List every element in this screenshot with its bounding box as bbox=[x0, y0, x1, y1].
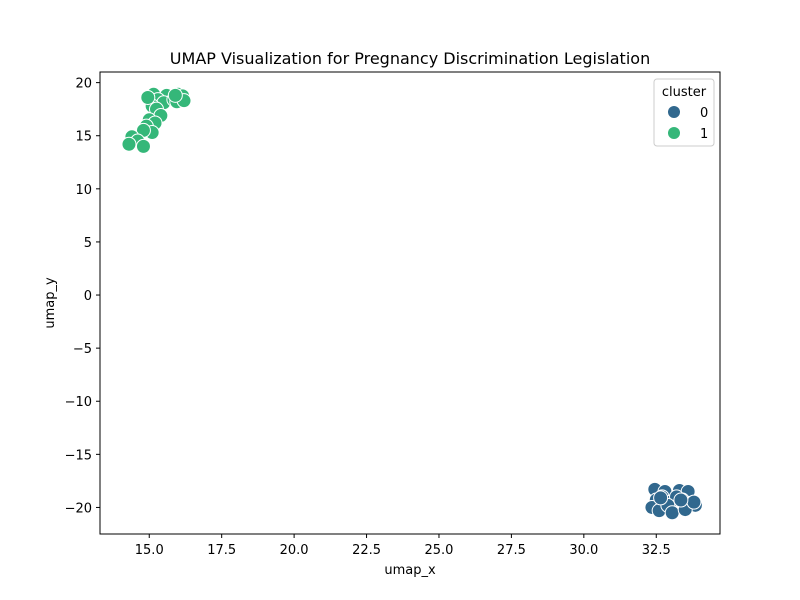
legend-title: cluster bbox=[662, 85, 707, 100]
scatter-point-cluster-0 bbox=[664, 505, 680, 521]
y-tick-label: −15 bbox=[65, 448, 92, 463]
y-axis-ticks: −20 −15 −10 −5 0 5 10 15 20 bbox=[65, 77, 100, 516]
y-tick-label: 0 bbox=[84, 289, 92, 304]
scatter-point-cluster-1 bbox=[135, 138, 151, 154]
x-tick-label: 20.0 bbox=[280, 543, 309, 558]
legend: cluster 0 1 bbox=[653, 78, 715, 147]
y-tick-label: 20 bbox=[75, 77, 92, 92]
scatter-point-cluster-0 bbox=[653, 490, 669, 506]
y-tick-label: −20 bbox=[65, 501, 92, 516]
y-tick-label: 5 bbox=[84, 236, 92, 251]
x-tick-label: 22.5 bbox=[352, 543, 381, 558]
scatter-point-cluster-1 bbox=[140, 89, 156, 105]
x-tick-label: 32.5 bbox=[642, 543, 671, 558]
y-tick-label: −10 bbox=[65, 395, 92, 410]
legend-marker-cluster-0 bbox=[668, 106, 680, 118]
x-axis-label: umap_x bbox=[384, 563, 436, 578]
x-tick-label: 25.0 bbox=[424, 543, 453, 558]
y-tick-label: 10 bbox=[75, 183, 92, 198]
scatter-point-cluster-1 bbox=[167, 87, 183, 103]
x-tick-label: 27.5 bbox=[497, 543, 526, 558]
x-tick-label: 17.5 bbox=[207, 543, 236, 558]
scatter-point-cluster-1 bbox=[121, 136, 137, 152]
x-tick-label: 15.0 bbox=[135, 543, 164, 558]
chart-title: UMAP Visualization for Pregnancy Discrim… bbox=[170, 49, 650, 68]
y-tick-label: 15 bbox=[75, 130, 92, 145]
x-tick-label: 30.0 bbox=[569, 543, 598, 558]
points-layer bbox=[121, 86, 703, 521]
legend-label-cluster-0: 0 bbox=[700, 106, 708, 121]
legend-box bbox=[653, 78, 715, 147]
y-tick-label: −5 bbox=[73, 342, 92, 357]
scatter-point-cluster-0 bbox=[686, 494, 702, 510]
x-axis-ticks: 15.0 17.5 20.0 22.5 25.0 27.5 30.0 32.5 bbox=[135, 534, 671, 558]
scatter-point-cluster-0 bbox=[673, 492, 689, 508]
legend-label-cluster-1: 1 bbox=[700, 127, 708, 142]
legend-marker-cluster-1 bbox=[668, 127, 680, 139]
y-axis-label: umap_y bbox=[43, 277, 58, 329]
plot-frame bbox=[99, 71, 721, 535]
